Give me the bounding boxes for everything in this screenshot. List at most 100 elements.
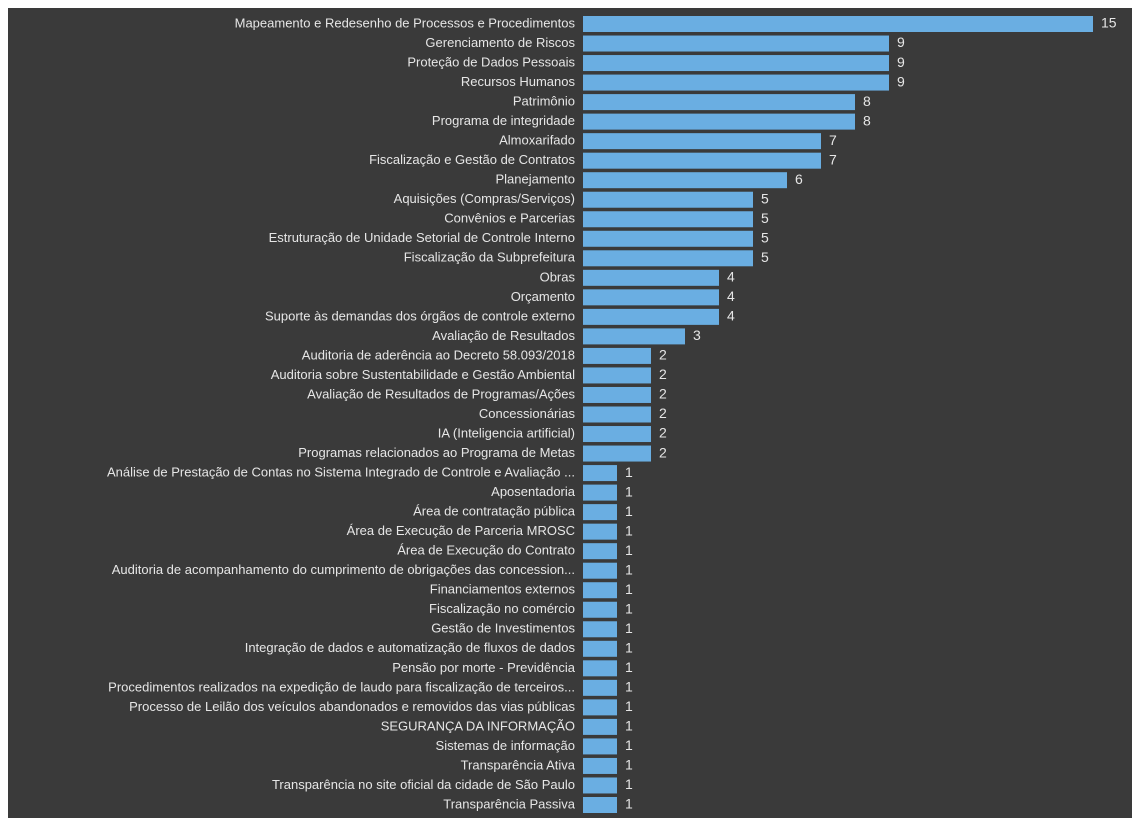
value-label: 1 [625, 561, 633, 577]
value-label: 2 [659, 386, 667, 402]
value-label: 1 [625, 464, 633, 480]
bar [583, 660, 617, 677]
value-label: 8 [863, 112, 871, 128]
value-label: 1 [625, 776, 633, 792]
category-label: Auditoria sobre Sustentabilidade e Gestã… [271, 367, 575, 382]
bar [583, 465, 617, 482]
category-label: Auditoria de aderência ao Decreto 58.093… [302, 347, 575, 362]
bar [583, 16, 1093, 32]
bar [583, 523, 617, 540]
bar [583, 797, 617, 813]
value-label: 9 [897, 34, 905, 50]
category-label: Fiscalização no comércio [429, 601, 575, 616]
value-label: 1 [625, 718, 633, 734]
value-label: 1 [625, 659, 633, 675]
value-label: 1 [625, 483, 633, 499]
value-label: 6 [795, 171, 803, 187]
category-label: Pensão por morte - Previdência [392, 660, 576, 675]
bar [583, 230, 753, 247]
bar [583, 172, 787, 189]
category-label: Gestão de Investimentos [431, 621, 575, 636]
value-label: 5 [761, 249, 769, 265]
value-label: 1 [625, 503, 633, 519]
bar [583, 718, 617, 735]
category-label: Fiscalização e Gestão de Contratos [369, 152, 575, 167]
bar [583, 543, 617, 560]
bar [583, 757, 617, 774]
value-label: 2 [659, 347, 667, 363]
category-label: Integração de dados e automatização de f… [245, 640, 576, 655]
bar [583, 250, 753, 267]
value-label: 1 [625, 640, 633, 656]
value-label: 7 [829, 132, 837, 148]
category-label: Convênios e Parcerias [444, 211, 575, 226]
bar [583, 679, 617, 696]
bar [583, 94, 855, 111]
category-label: Programas relacionados ao Programa de Me… [298, 445, 575, 460]
bar [583, 191, 753, 208]
value-label: 4 [727, 269, 735, 285]
bar [583, 328, 685, 345]
category-label: Aquisições (Compras/Serviços) [394, 191, 575, 206]
category-label: Auditoria de acompanhamento do cumprimen… [112, 562, 575, 577]
value-label: 9 [897, 73, 905, 89]
category-label: Transparência no site oficial da cidade … [272, 777, 575, 792]
value-label: 1 [625, 522, 633, 538]
category-label: Fiscalização da Subprefeitura [404, 250, 576, 265]
bar [583, 504, 617, 521]
category-label: Procedimentos realizados na expedição de… [108, 679, 575, 694]
value-label: 9 [897, 54, 905, 70]
bar [583, 426, 651, 443]
bar [583, 640, 617, 657]
category-label: Transparência Ativa [461, 757, 576, 772]
bar [583, 289, 719, 306]
bar [583, 484, 617, 501]
bar [583, 347, 651, 364]
category-label: Financiamentos externos [430, 582, 576, 597]
chart-background [8, 8, 1132, 818]
category-label: Orçamento [511, 289, 575, 304]
category-label: Mapeamento e Redesenho de Processos e Pr… [235, 15, 576, 30]
value-label: 1 [625, 581, 633, 597]
category-label: Aposentadoria [491, 484, 576, 499]
category-label: Área de contratação pública [413, 504, 576, 519]
category-label: SEGURANÇA DA INFORMAÇÃO [381, 718, 575, 733]
value-label: 1 [625, 737, 633, 753]
category-label: Obras [540, 269, 576, 284]
category-label: Avaliação de Resultados de Programas/Açõ… [307, 386, 575, 401]
value-label: 1 [625, 542, 633, 558]
category-label: Programa de integridade [432, 113, 575, 128]
category-label: Planejamento [496, 172, 576, 187]
bar [583, 562, 617, 579]
bar [583, 601, 617, 618]
category-label: Proteção de Dados Pessoais [407, 54, 575, 69]
value-label: 3 [693, 327, 701, 343]
category-label: Área de Execução de Parceria MROSC [347, 523, 575, 538]
value-label: 2 [659, 405, 667, 421]
category-label: Recursos Humanos [461, 74, 576, 89]
bar [583, 445, 651, 462]
category-label: Patrimônio [513, 94, 575, 109]
category-label: Gerenciamento de Riscos [425, 35, 575, 50]
category-label: Avaliação de Resultados [432, 328, 575, 343]
category-label: Transparência Passiva [443, 796, 576, 811]
value-label: 2 [659, 366, 667, 382]
bar [583, 113, 855, 130]
value-label: 2 [659, 444, 667, 460]
value-label: 4 [727, 308, 735, 324]
bar [583, 308, 719, 325]
value-label: 1 [625, 600, 633, 616]
bar [583, 55, 889, 72]
category-label: Processo de Leilão dos veículos abandona… [129, 699, 575, 714]
category-label: Almoxarifado [499, 133, 575, 148]
value-label: 1 [625, 698, 633, 714]
category-label: Sistemas de informação [436, 738, 575, 753]
value-label: 1 [625, 679, 633, 695]
value-label: 4 [727, 288, 735, 304]
value-label: 1 [625, 620, 633, 636]
value-label: 7 [829, 151, 837, 167]
bar [583, 152, 821, 169]
bar [583, 133, 821, 150]
